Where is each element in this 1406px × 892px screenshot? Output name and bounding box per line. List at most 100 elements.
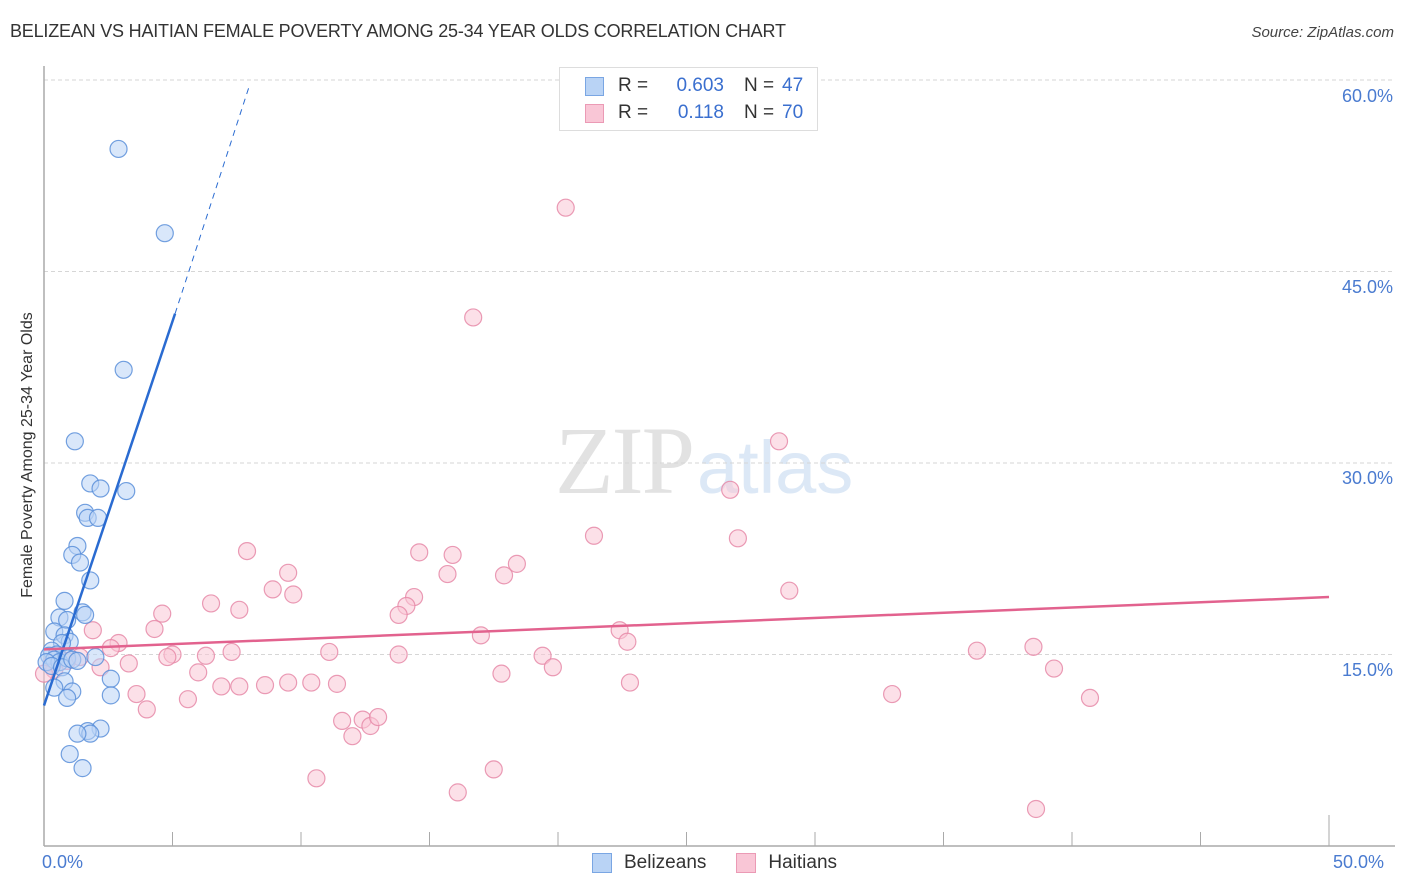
data-point xyxy=(109,139,128,159)
data-point xyxy=(76,605,95,625)
data-point xyxy=(230,677,249,696)
data-point xyxy=(584,526,604,545)
data-point xyxy=(389,645,408,664)
data-point xyxy=(410,543,429,562)
data-point xyxy=(155,224,174,243)
data-point xyxy=(117,481,136,501)
data-point xyxy=(333,711,352,730)
x-tick-50: 50.0% xyxy=(1333,852,1385,872)
data-point xyxy=(618,632,637,651)
trend-lines xyxy=(42,84,1330,706)
data-point xyxy=(127,684,146,704)
legend-row-haitians: R = 0.118 N = 70 xyxy=(585,101,803,125)
data-point xyxy=(780,581,799,600)
n-label: N = xyxy=(744,102,775,123)
data-point xyxy=(222,642,241,662)
y-tick-30: 30.0% xyxy=(1341,468,1393,488)
data-point xyxy=(1026,799,1046,819)
data-point xyxy=(158,647,177,667)
data-point xyxy=(237,541,257,561)
zipatlas-watermark: ZIPatlas xyxy=(555,405,853,516)
belizeans-swatch-icon xyxy=(585,76,604,96)
data-point xyxy=(728,529,748,548)
n-label: N = xyxy=(744,75,775,96)
data-point xyxy=(55,591,74,610)
data-point xyxy=(320,642,339,662)
data-point xyxy=(369,707,388,727)
haitians-trend-line xyxy=(43,595,1330,651)
data-point xyxy=(145,619,164,639)
correlation-legend: R = 0.603 N = 47 R = 0.118 N = 70 xyxy=(559,67,818,131)
data-point xyxy=(212,677,231,696)
data-point xyxy=(230,600,249,619)
data-point xyxy=(543,658,562,677)
data-point xyxy=(343,727,362,746)
x-tick-0: 0.0% xyxy=(42,852,84,872)
r-value: 0.118 xyxy=(677,102,724,123)
legend-item-haitians[interactable]: Haitians xyxy=(736,852,837,874)
legend-row-belizeans: R = 0.603 N = 47 xyxy=(585,74,803,98)
data-point xyxy=(45,678,64,697)
haitians-swatch-icon xyxy=(736,853,757,873)
belizeans-trend-line xyxy=(42,313,177,706)
data-point xyxy=(70,553,90,572)
belizeans-points xyxy=(37,139,174,778)
data-point xyxy=(327,674,347,693)
source-label: Source: ZipAtlas.com xyxy=(1251,24,1394,41)
r-value: 0.603 xyxy=(676,75,724,96)
data-point xyxy=(119,654,138,673)
data-point xyxy=(68,724,87,743)
data-point xyxy=(263,580,282,599)
data-point xyxy=(389,605,408,625)
y-axis-label: Female Poverty Among 25-34 Year Olds xyxy=(19,312,36,598)
data-point xyxy=(484,760,503,779)
data-point xyxy=(279,673,298,692)
gridlines xyxy=(44,79,1395,655)
data-point xyxy=(769,432,789,451)
belizeans-trend-extension xyxy=(174,84,251,314)
y-tick-45: 45.0% xyxy=(1341,277,1393,297)
r-label: R = xyxy=(618,75,649,96)
data-point xyxy=(73,759,92,778)
data-point xyxy=(284,585,303,604)
data-point xyxy=(196,646,216,665)
y-tick-15: 15.0% xyxy=(1341,660,1393,680)
data-point xyxy=(101,686,120,705)
data-point xyxy=(620,673,640,692)
data-point xyxy=(1024,637,1043,656)
legend-label-belizeans: Belizeans xyxy=(624,852,707,873)
data-point xyxy=(507,554,526,573)
data-point xyxy=(178,690,198,709)
axes xyxy=(43,66,1395,847)
series-legend: Belizeans Haitians xyxy=(592,852,867,874)
data-point xyxy=(307,769,326,788)
data-point xyxy=(494,566,514,585)
data-point xyxy=(255,676,275,695)
data-point xyxy=(533,646,552,665)
data-point xyxy=(65,432,84,451)
data-point xyxy=(137,700,156,719)
legend-item-belizeans[interactable]: Belizeans xyxy=(592,852,706,874)
data-point xyxy=(279,563,298,582)
data-point xyxy=(91,479,110,498)
haitians-points xyxy=(34,198,1100,819)
data-point xyxy=(967,641,987,660)
data-point xyxy=(201,594,221,613)
data-point xyxy=(58,688,77,708)
legend-label-haitians: Haitians xyxy=(768,852,838,873)
r-label: R = xyxy=(618,102,649,123)
data-point xyxy=(68,651,87,670)
n-value: 70 xyxy=(782,102,804,123)
data-point xyxy=(471,626,490,645)
belizeans-swatch-icon xyxy=(592,853,612,873)
chart-title: BELIZEAN VS HAITIAN FEMALE POVERTY AMONG… xyxy=(10,21,786,41)
data-point xyxy=(60,744,79,764)
data-point xyxy=(189,663,208,682)
data-point xyxy=(464,308,483,327)
y-tick-60: 60.0% xyxy=(1341,86,1393,106)
data-point xyxy=(721,480,740,499)
n-value: 47 xyxy=(782,75,804,96)
data-point xyxy=(86,647,105,667)
data-point xyxy=(114,360,133,379)
